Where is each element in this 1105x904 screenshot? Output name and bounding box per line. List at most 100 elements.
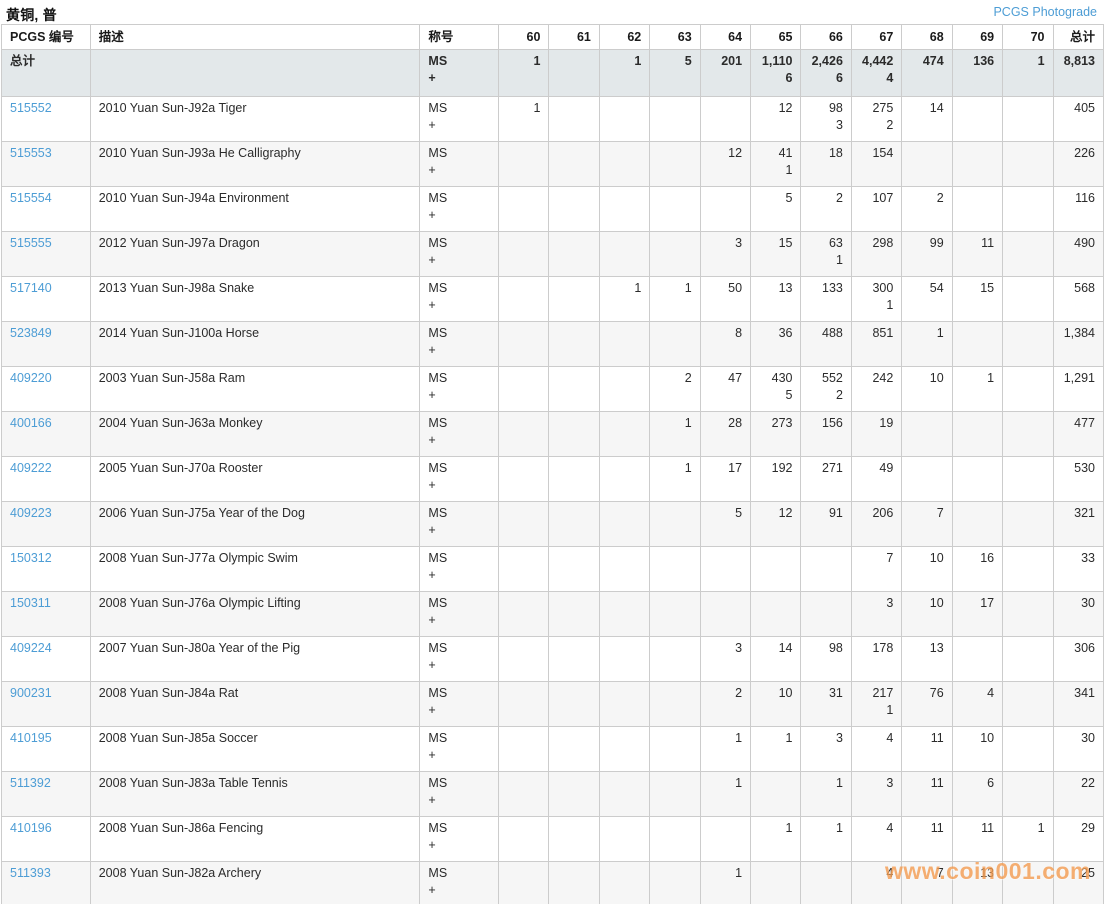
ms-count: 49	[879, 460, 894, 475]
grade-70-cell: 1	[1002, 815, 1054, 862]
designation-cell: MS +	[419, 365, 500, 412]
plus-count: 1	[835, 252, 843, 267]
grade-64-cell: 2	[699, 680, 752, 727]
grade-65-cell	[750, 860, 802, 904]
grade-60-cell	[498, 815, 550, 862]
pcgs-number-cell: 900231	[1, 680, 91, 727]
pcgs-number-link[interactable]: 515554	[10, 190, 52, 205]
ms-count: 13	[778, 280, 793, 295]
ms-count: 107	[872, 190, 894, 205]
grade-63-cell	[649, 140, 701, 187]
ms-count: 1	[735, 865, 743, 880]
grade-64-cell	[699, 185, 752, 232]
pcgs-number-link[interactable]: 515553	[10, 145, 52, 160]
grade-64-cell	[699, 590, 752, 637]
grade-61-cell	[548, 185, 600, 232]
pcgs-number-link[interactable]: 409220	[10, 370, 52, 385]
plus-count: 5	[785, 387, 793, 402]
ms-count: 2	[735, 685, 743, 700]
grade-64-cell	[699, 545, 752, 592]
grade-67-cell: 4	[850, 725, 903, 772]
grade-61-cell	[548, 545, 600, 592]
pcgs-number-link[interactable]: 515552	[10, 100, 52, 115]
pcgs-number-link[interactable]: 400166	[10, 415, 52, 430]
grade-61-cell	[548, 635, 600, 682]
pcgs-number-cell: 523849	[1, 320, 91, 367]
pcgs-number-link[interactable]: 517140	[10, 280, 52, 295]
description-cell: 2008 Yuan Sun-J82a Archery	[89, 860, 421, 904]
photograde-link[interactable]: PCGS Photograde	[993, 5, 1097, 19]
col-header-grade-64: 64	[699, 24, 752, 50]
designation-plus: +	[428, 297, 436, 312]
pcgs-number-cell: 515554	[1, 185, 91, 232]
grade-61-cell	[548, 815, 600, 862]
pcgs-number-link[interactable]: 409224	[10, 640, 52, 655]
pcgs-number-link[interactable]: 409222	[10, 460, 52, 475]
pcgs-number-link[interactable]: 410195	[10, 730, 52, 745]
grade-63-cell	[649, 185, 701, 232]
grade-61-cell	[548, 365, 600, 412]
pcgs-number-link[interactable]: 511392	[10, 775, 51, 790]
grade-60-cell	[498, 140, 550, 187]
plus-count: 4	[886, 70, 894, 85]
ms-count: 14	[929, 100, 944, 115]
pcgs-number-link[interactable]: 523849	[10, 325, 52, 340]
col-header-grade-65: 65	[750, 24, 802, 50]
pcgs-number-link[interactable]: 150312	[10, 550, 52, 565]
description-cell: 2003 Yuan Sun-J58a Ram	[89, 365, 421, 412]
grade-61-cell	[548, 860, 600, 904]
grade-67-cell: 107	[850, 185, 903, 232]
grade-63-cell	[649, 815, 701, 862]
designation-cell: MS +	[419, 320, 500, 367]
ms-count: 1	[684, 460, 692, 475]
designation-ms: MS	[428, 235, 448, 250]
grade-64-cell: 8	[699, 320, 752, 367]
table-row: 900231 2008 Yuan Sun-J84a Rat MS +2 10 31 217 1…	[1, 680, 1105, 727]
ms-count: 10	[929, 550, 944, 565]
grade-64-cell: 201	[699, 48, 752, 97]
pcgs-number-link[interactable]: 900231	[10, 685, 52, 700]
grade-67-cell: 242	[850, 365, 903, 412]
table-row: 511392 2008 Yuan Sun-J83a Table Tennis MS +…	[1, 770, 1105, 817]
designation-plus: +	[428, 882, 436, 897]
grade-69-cell: 16	[951, 545, 1004, 592]
col-header-grade-70: 70	[1002, 24, 1054, 50]
row-total: 30	[1052, 725, 1105, 772]
pcgs-number-link[interactable]: 515555	[10, 235, 52, 250]
grade-70-cell	[1002, 230, 1054, 277]
grade-63-cell	[649, 230, 701, 277]
grade-60-cell	[498, 770, 550, 817]
description-cell: 2010 Yuan Sun-J94a Environment	[89, 185, 421, 232]
ms-count: 11	[930, 775, 944, 790]
pcgs-number-link[interactable]: 150311	[10, 595, 51, 610]
designation-plus: +	[428, 432, 436, 447]
pcgs-number-link[interactable]: 409223	[10, 505, 52, 520]
designation-ms: MS	[428, 370, 448, 385]
totals-description-empty	[89, 48, 421, 97]
designation-plus: +	[428, 117, 436, 132]
grade-67-cell: 275 2	[850, 95, 903, 142]
pcgs-number-link[interactable]: 410196	[10, 820, 52, 835]
grade-69-cell	[951, 140, 1004, 187]
pcgs-number-link[interactable]: 511393	[10, 865, 51, 880]
grade-67-cell: 7	[850, 545, 903, 592]
grade-65-cell: 41 1	[750, 140, 802, 187]
designation-cell: MS +	[419, 230, 500, 277]
ms-count: 1	[936, 325, 944, 340]
description-cell: 2007 Yuan Sun-J80a Year of the Pig	[89, 635, 421, 682]
ms-count: 1	[785, 820, 793, 835]
designation-ms: MS	[428, 820, 448, 835]
grade-62-cell	[598, 95, 651, 142]
designation-cell: MS +	[419, 275, 500, 322]
grade-70-cell	[1002, 275, 1054, 322]
grade-64-cell: 3	[699, 230, 752, 277]
grade-61-cell	[548, 455, 600, 502]
grade-64-cell: 1	[699, 770, 752, 817]
pcgs-number-cell: 409224	[1, 635, 91, 682]
grade-60-cell	[498, 860, 550, 904]
grade-60-cell	[498, 500, 550, 547]
ms-count: 10	[929, 370, 944, 385]
ms-count: 4	[886, 865, 894, 880]
ms-count: 1	[684, 415, 692, 430]
grade-62-cell	[598, 230, 651, 277]
